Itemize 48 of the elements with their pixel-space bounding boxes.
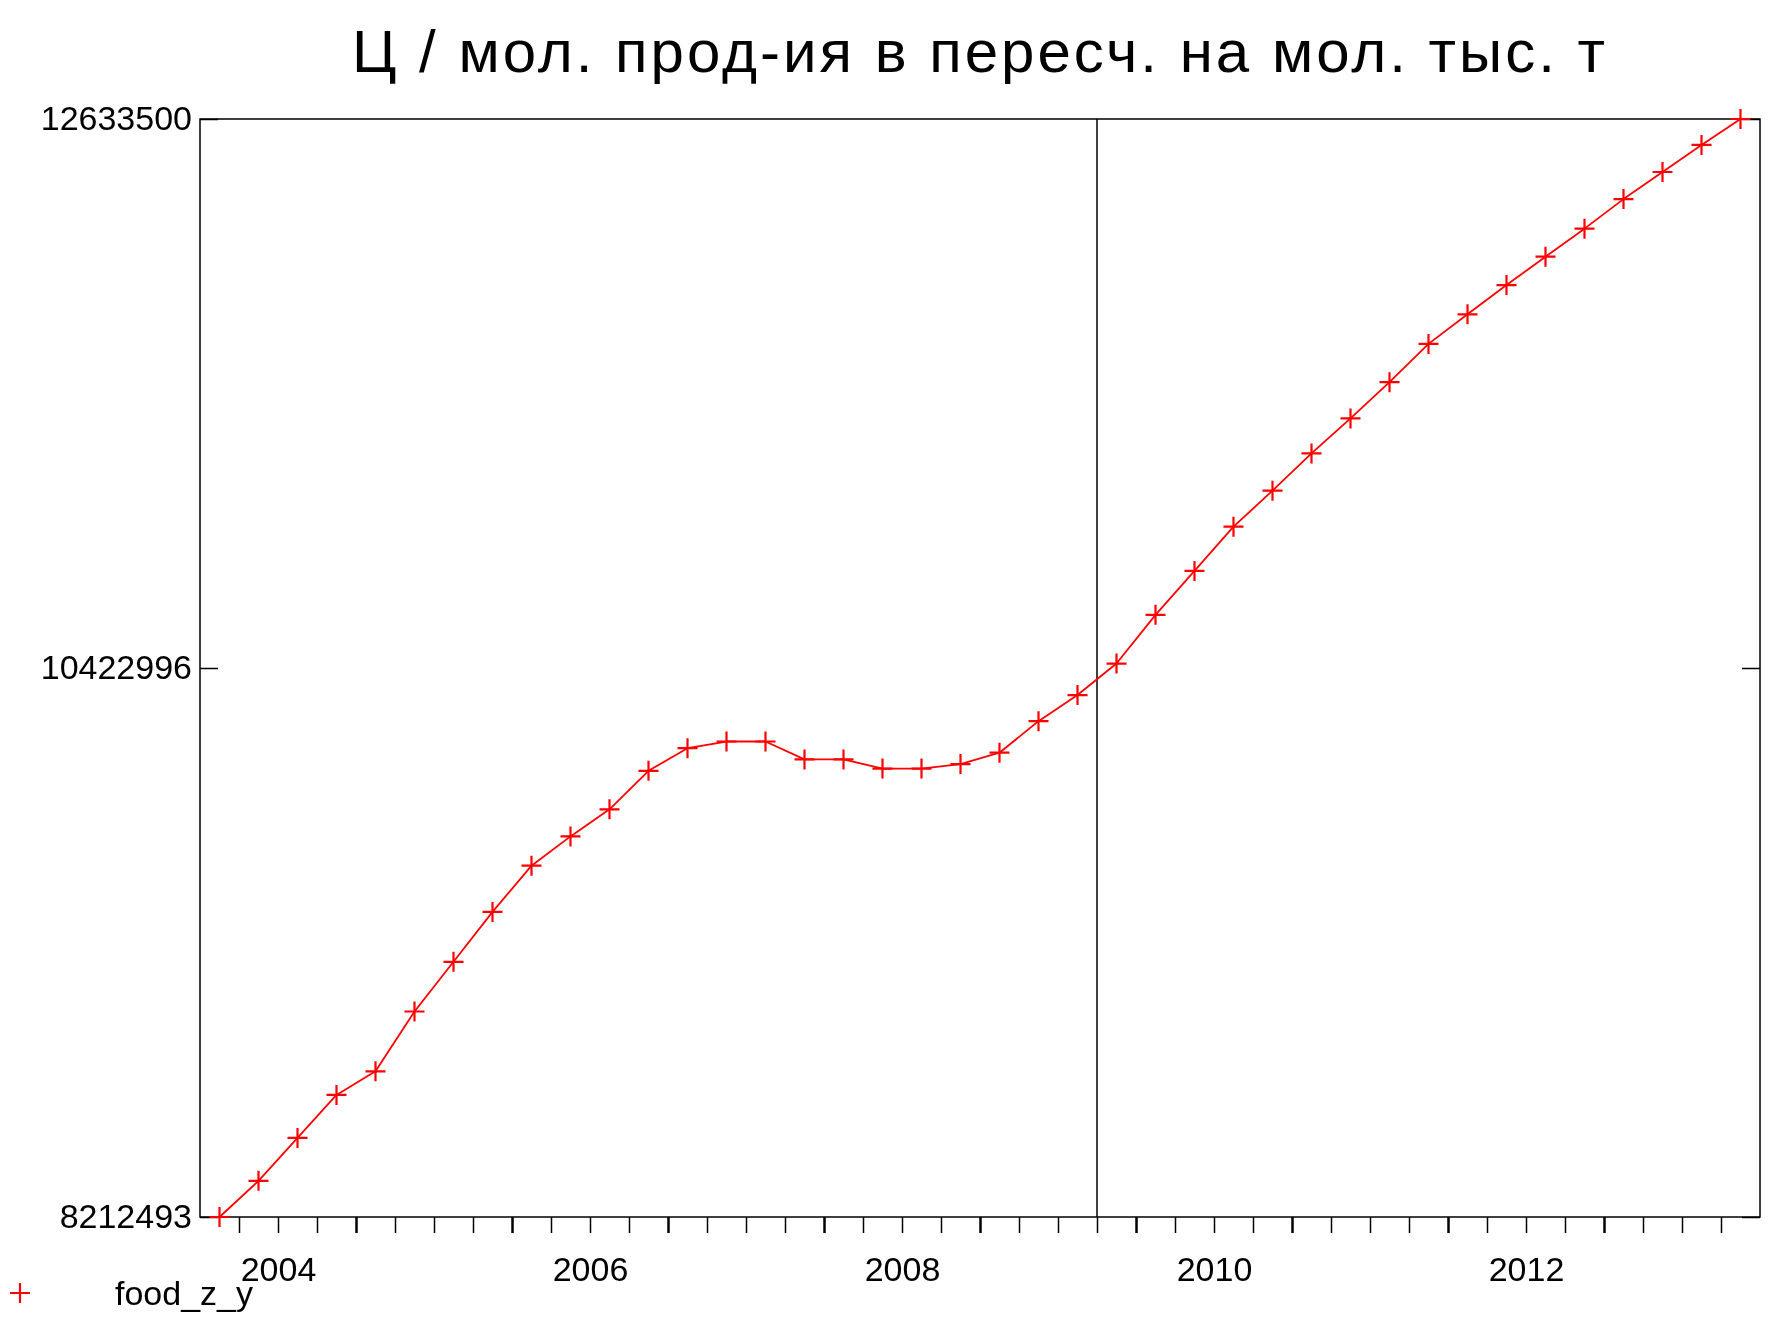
point xyxy=(1340,408,1361,429)
point xyxy=(1496,275,1517,296)
point xyxy=(248,1170,269,1191)
point xyxy=(1613,189,1634,210)
point xyxy=(1535,246,1556,267)
point xyxy=(1457,304,1478,325)
point xyxy=(404,1001,425,1022)
point xyxy=(833,749,854,770)
point xyxy=(1106,653,1127,674)
point xyxy=(1145,604,1166,625)
point xyxy=(1223,516,1244,537)
chart-title: Ц / мол. прод-ия в пересч. на мол. тыс. т xyxy=(352,18,1608,85)
point xyxy=(755,731,776,752)
point xyxy=(1379,372,1400,393)
point xyxy=(560,826,581,847)
point xyxy=(950,754,971,775)
x-tick-label: 2012 xyxy=(1488,1250,1565,1289)
point xyxy=(287,1127,308,1148)
point xyxy=(872,758,893,779)
point xyxy=(1574,218,1595,239)
point xyxy=(1262,480,1283,501)
point xyxy=(1418,333,1439,354)
point xyxy=(482,901,503,922)
point xyxy=(443,951,464,972)
y-tick-label: 12633500 xyxy=(40,99,192,138)
point xyxy=(1730,109,1751,129)
x-tick-label: 2006 xyxy=(552,1250,629,1289)
point xyxy=(1028,711,1049,732)
point xyxy=(1691,134,1712,155)
x-tick-label: 2010 xyxy=(1176,1250,1253,1289)
point xyxy=(1301,443,1322,464)
point xyxy=(209,1207,230,1227)
point xyxy=(989,742,1010,763)
point xyxy=(638,760,659,781)
point xyxy=(1184,560,1205,581)
point xyxy=(599,799,620,820)
x-tick-label: 2008 xyxy=(864,1250,941,1289)
point xyxy=(1067,685,1088,706)
point xyxy=(326,1084,347,1105)
point xyxy=(1652,162,1673,183)
point xyxy=(521,855,542,876)
y-tick-label: 8212493 xyxy=(59,1197,192,1236)
y-tick-label: 10422996 xyxy=(40,648,192,687)
point xyxy=(911,758,932,779)
point xyxy=(794,749,815,770)
point xyxy=(716,731,737,752)
point xyxy=(365,1061,386,1082)
point xyxy=(677,738,698,759)
